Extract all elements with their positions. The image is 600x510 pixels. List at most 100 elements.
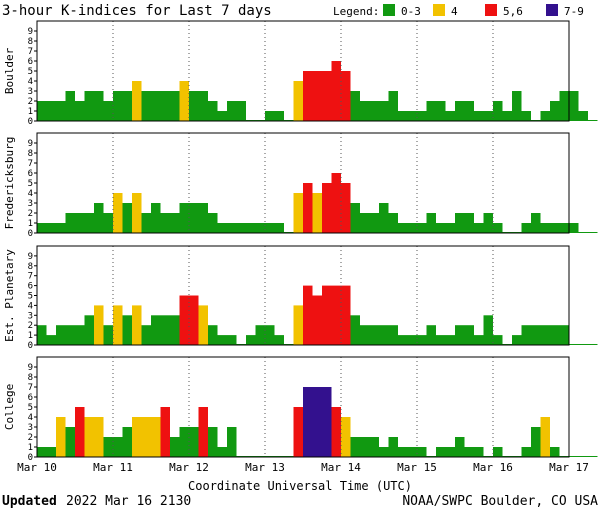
- k-index-bar: [46, 223, 56, 233]
- panel-name: Est. Planetary: [3, 249, 16, 342]
- k-index-bar: [417, 223, 427, 233]
- y-tick-label: 9: [28, 27, 33, 37]
- y-tick-label: 5: [28, 67, 33, 77]
- k-index-bar: [445, 111, 455, 121]
- k-index-bar: [569, 456, 579, 457]
- k-index-bar: [265, 111, 275, 121]
- k-index-bar: [189, 203, 199, 233]
- updated-value: 2022 Mar 16 2130: [66, 494, 191, 509]
- y-tick-label: 0: [28, 229, 33, 239]
- k-index-bar: [474, 223, 484, 233]
- k-index-bar: [255, 325, 265, 345]
- legend-item-label: 5,6: [503, 5, 523, 18]
- k-index-bar: [75, 101, 85, 121]
- k-index-bar: [65, 213, 75, 233]
- k-index-bar: [407, 447, 417, 457]
- y-tick-label: 6: [28, 169, 33, 179]
- y-tick-label: 9: [28, 252, 33, 262]
- k-index-bar: [56, 101, 66, 121]
- k-index-bar: [170, 437, 180, 457]
- panels: 0123456789Boulder0123456789Fredericksbur…: [3, 20, 598, 463]
- y-tick-label: 2: [28, 433, 33, 443]
- k-index-bar: [474, 335, 484, 345]
- updated-label: Updated: [2, 494, 57, 509]
- k-index-bar: [531, 325, 541, 345]
- k-index-bar: [265, 325, 275, 345]
- k-index-bar: [113, 91, 123, 121]
- k-index-bar: [464, 213, 474, 233]
- y-tick-label: 6: [28, 393, 33, 403]
- k-index-bar: [151, 315, 161, 345]
- k-index-bar: [274, 335, 284, 345]
- k-index-bar: [369, 213, 379, 233]
- k-index-bar: [122, 91, 132, 121]
- k-index-bar: [341, 71, 351, 121]
- panel-name: Boulder: [3, 47, 16, 94]
- k-index-bar: [56, 223, 66, 233]
- legend: 0-3 4 5,6 7-9: [383, 4, 584, 18]
- chart-title: 3-hour K-indices for Last 7 days: [2, 3, 272, 19]
- k-index-bar: [198, 407, 208, 457]
- k-index-bar: [521, 111, 531, 121]
- y-tick-label: 7: [28, 159, 33, 169]
- k-index-bar: [65, 427, 75, 457]
- y-tick-label: 2: [28, 97, 33, 107]
- k-index-bar: [217, 335, 227, 345]
- k-index-bar: [559, 91, 569, 121]
- k-index-bar: [559, 325, 569, 345]
- k-index-bar: [103, 101, 113, 121]
- k-index-bar: [94, 417, 104, 457]
- y-tick-label: 9: [28, 139, 33, 149]
- k-index-bar: [512, 335, 522, 345]
- k-index-bar: [312, 193, 322, 233]
- k-index-bar: [37, 223, 47, 233]
- k-index-bar: [160, 407, 170, 457]
- k-index-bar: [322, 387, 332, 457]
- k-index-bar: [559, 223, 569, 233]
- k-index-bar: [331, 173, 341, 233]
- k-index-bar: [369, 101, 379, 121]
- y-tick-label: 0: [28, 117, 33, 127]
- k-index-bar: [170, 91, 180, 121]
- k-index-bar: [483, 111, 493, 121]
- k-index-bar: [208, 101, 218, 121]
- y-tick-label: 6: [28, 57, 33, 67]
- k-index-bar: [132, 417, 142, 457]
- k-index-bar: [455, 437, 465, 457]
- k-index-bar: [407, 335, 417, 345]
- k-index-bar: [103, 213, 113, 233]
- k-index-bar: [531, 213, 541, 233]
- k-index-bar: [360, 101, 370, 121]
- k-index-bar: [170, 213, 180, 233]
- k-index-bar: [379, 447, 389, 457]
- k-index-bar: [122, 203, 132, 233]
- k-index-bar: [303, 71, 313, 121]
- y-tick-label: 9: [28, 363, 33, 373]
- panel-name: Fredericksburg: [3, 137, 16, 230]
- k-index-bar: [455, 213, 465, 233]
- x-tick-label: Mar 13: [245, 461, 285, 474]
- k-index-bar: [94, 91, 104, 121]
- k-index-bar: [445, 447, 455, 457]
- panel-name: College: [3, 384, 16, 430]
- k-index-bar: [122, 315, 132, 345]
- k-index-bar: [540, 223, 550, 233]
- k-index-bar: [293, 305, 303, 345]
- k-index-bar: [103, 325, 113, 345]
- k-index-bar: [369, 325, 379, 345]
- k-index-bar: [388, 213, 398, 233]
- k-index-bar: [350, 203, 360, 233]
- y-tick-label: 5: [28, 292, 33, 302]
- k-index-bar: [179, 203, 189, 233]
- k-index-bar: [208, 325, 218, 345]
- k-index-bar: [426, 213, 436, 233]
- k-index-bar: [407, 223, 417, 233]
- legend-label: Legend:: [333, 5, 379, 18]
- k-index-bar: [293, 407, 303, 457]
- k-index-bar: [293, 81, 303, 121]
- k-index-bar: [331, 407, 341, 457]
- k-index-bar: [198, 91, 208, 121]
- k-index-bar: [521, 325, 531, 345]
